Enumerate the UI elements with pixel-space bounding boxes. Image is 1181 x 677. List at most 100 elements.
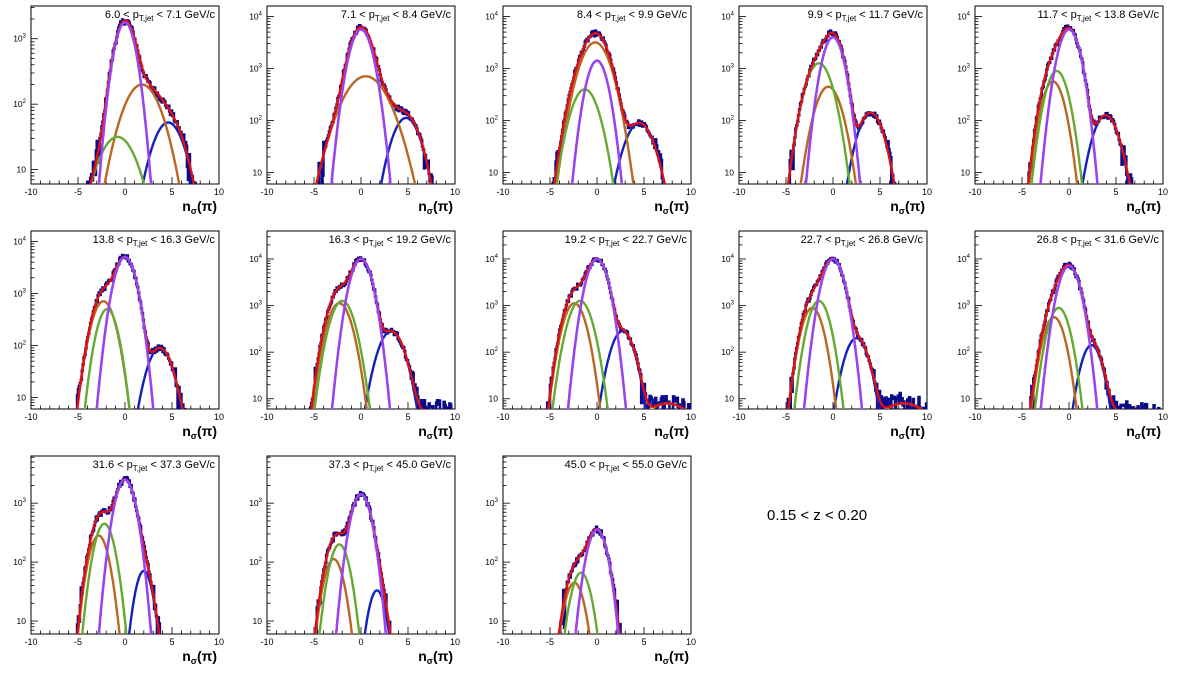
pt-range-label: 13.8 < pT,jet < 16.3 GeV/c bbox=[92, 234, 215, 249]
panel-4: -10 -5 0 5 10 10 102 103 104 nσ(π) 9.9 < pT,jet < … bbox=[708, 0, 944, 225]
plot-frame bbox=[502, 455, 692, 635]
plot-area bbox=[75, 475, 162, 634]
y-tick-label: 102 bbox=[485, 557, 498, 567]
y-tick-label: 103 bbox=[249, 301, 262, 311]
x-tick-label: -10 bbox=[496, 187, 509, 197]
kaon-curve bbox=[83, 307, 131, 409]
x-tick-label: 0 bbox=[1066, 187, 1071, 197]
y-tick-label: 10 bbox=[17, 165, 27, 175]
panel-plot: -10 -5 0 5 10 10 102 103 104 nσ(π) bbox=[13, 230, 224, 441]
x-tick-label: 10 bbox=[214, 412, 224, 422]
y-tick-label: 103 bbox=[485, 63, 498, 73]
background-curve bbox=[320, 667, 455, 677]
x-tick-label: 5 bbox=[1113, 412, 1118, 422]
data-histogram bbox=[75, 253, 187, 409]
x-tick-label: 5 bbox=[169, 637, 174, 647]
x-tick-label: 5 bbox=[405, 637, 410, 647]
x-tick-label: 10 bbox=[686, 187, 696, 197]
pion-curve-top bbox=[804, 35, 862, 184]
x-tick-label: 10 bbox=[686, 412, 696, 422]
kaon-curve bbox=[554, 88, 615, 184]
data-histogram bbox=[308, 256, 453, 409]
x-tick-label: -10 bbox=[968, 187, 981, 197]
x-tick-label: 10 bbox=[922, 412, 932, 422]
x-axis-label: nσ(π) bbox=[1126, 423, 1161, 441]
x-axis-label: nσ(π) bbox=[418, 648, 453, 666]
kaon-curve bbox=[313, 299, 372, 409]
kaon-curve bbox=[1030, 69, 1084, 184]
plot-area bbox=[1028, 261, 1162, 409]
panel-plot: -10 -5 0 5 10 10 102 103 nσ(π) bbox=[485, 455, 696, 677]
y-tick-label: 102 bbox=[721, 347, 734, 357]
x-tick-label: -5 bbox=[74, 412, 82, 422]
y-tick-label: 103 bbox=[485, 301, 498, 311]
x-tick-label: 0 bbox=[358, 412, 363, 422]
total-fit-curve bbox=[1026, 26, 1132, 184]
panel-5: -10 -5 0 5 10 10 102 103 104 nσ(π) 11.7 < pT,jet <… bbox=[944, 0, 1180, 225]
x-tick-label: 0 bbox=[122, 637, 127, 647]
plot-area bbox=[308, 256, 453, 409]
panel-1: -10 -5 0 5 10 10 102 103 nσ(π) 6.0 < pT,jet < 7.1… bbox=[0, 0, 236, 225]
x-tick-label: 10 bbox=[450, 187, 460, 197]
y-tick-label: 102 bbox=[721, 116, 734, 126]
panel-plot: -10 -5 0 5 10 10 102 103 104 nσ(π) bbox=[485, 5, 696, 216]
pt-range-label: 31.6 < pT,jet < 37.3 GeV/c bbox=[92, 459, 215, 474]
electron-curve bbox=[832, 337, 881, 409]
x-tick-label: 0 bbox=[122, 412, 127, 422]
plot-area bbox=[86, 18, 197, 184]
x-tick-label: 5 bbox=[877, 187, 882, 197]
panel-plot: -10 -5 0 5 10 10 102 103 104 nσ(π) bbox=[957, 230, 1168, 441]
x-axis-label: nσ(π) bbox=[182, 648, 217, 666]
panel-plot: -10 -5 0 5 10 10 102 103 104 nσ(π) bbox=[249, 230, 460, 441]
x-tick-label: -5 bbox=[310, 187, 318, 197]
x-tick-label: -5 bbox=[546, 637, 554, 647]
x-axis-label: nσ(π) bbox=[1126, 198, 1161, 216]
x-tick-label: 5 bbox=[1113, 187, 1118, 197]
y-tick-label: 103 bbox=[957, 63, 970, 73]
x-tick-label: -5 bbox=[310, 412, 318, 422]
x-tick-label: 10 bbox=[214, 187, 224, 197]
data-histogram bbox=[559, 525, 622, 634]
panel-plot: -10 -5 0 5 10 10 102 103 nσ(π) bbox=[13, 5, 224, 216]
pt-range-label: 16.3 < pT,jet < 19.2 GeV/c bbox=[328, 234, 451, 249]
pion-curve-top bbox=[1039, 28, 1099, 184]
pion-curve-top bbox=[97, 478, 153, 634]
z-range-label: 0.15 < z < 0.20 bbox=[767, 507, 868, 524]
x-tick-label: 0 bbox=[122, 187, 127, 197]
y-tick-label: 102 bbox=[249, 347, 262, 357]
kaon-curve bbox=[318, 543, 361, 634]
y-tick-label: 103 bbox=[485, 498, 498, 508]
y-tick-label: 104 bbox=[485, 254, 498, 264]
panel-plot: -10 -5 0 5 10 10 102 103 104 nσ(π) bbox=[721, 5, 932, 216]
x-axis-label: nσ(π) bbox=[654, 648, 689, 666]
x-tick-label: 5 bbox=[169, 187, 174, 197]
x-tick-label: -5 bbox=[782, 187, 790, 197]
data-histogram bbox=[545, 257, 691, 409]
total-fit-curve bbox=[315, 25, 433, 184]
pion-curve-top bbox=[574, 528, 620, 634]
x-tick-label: 5 bbox=[877, 412, 882, 422]
panel-plot: -10 -5 0 5 10 10 102 103 nσ(π) bbox=[249, 455, 460, 677]
plot-area bbox=[785, 256, 927, 409]
x-tick-label: -5 bbox=[74, 187, 82, 197]
x-tick-label: 5 bbox=[641, 412, 646, 422]
x-tick-label: 5 bbox=[405, 187, 410, 197]
pion-curve-top bbox=[95, 255, 155, 409]
electron-curve bbox=[597, 639, 625, 677]
panel-plot: -10 -5 0 5 10 10 102 103 nσ(π) bbox=[13, 455, 224, 666]
kaon-curve bbox=[89, 135, 146, 184]
panel-11: -10 -5 0 5 10 10 102 103 nσ(π) 31.6 < pT,jet < 37… bbox=[0, 450, 236, 675]
pt-range-label: 26.8 < pT,jet < 31.6 GeV/c bbox=[1036, 234, 1159, 249]
x-tick-label: -10 bbox=[732, 412, 745, 422]
kaon-curve bbox=[551, 299, 609, 409]
x-tick-label: -10 bbox=[496, 637, 509, 647]
y-tick-label: 103 bbox=[957, 301, 970, 311]
x-tick-label: 0 bbox=[594, 412, 599, 422]
pt-range-label: 8.4 < pT,jet < 9.9 GeV/c bbox=[576, 9, 687, 24]
x-tick-label: 0 bbox=[1066, 412, 1071, 422]
pt-range-label: 22.7 < pT,jet < 26.8 GeV/c bbox=[800, 234, 923, 249]
x-tick-label: -10 bbox=[968, 412, 981, 422]
x-tick-label: -5 bbox=[782, 412, 790, 422]
x-tick-label: -10 bbox=[732, 187, 745, 197]
x-tick-label: -10 bbox=[260, 412, 273, 422]
